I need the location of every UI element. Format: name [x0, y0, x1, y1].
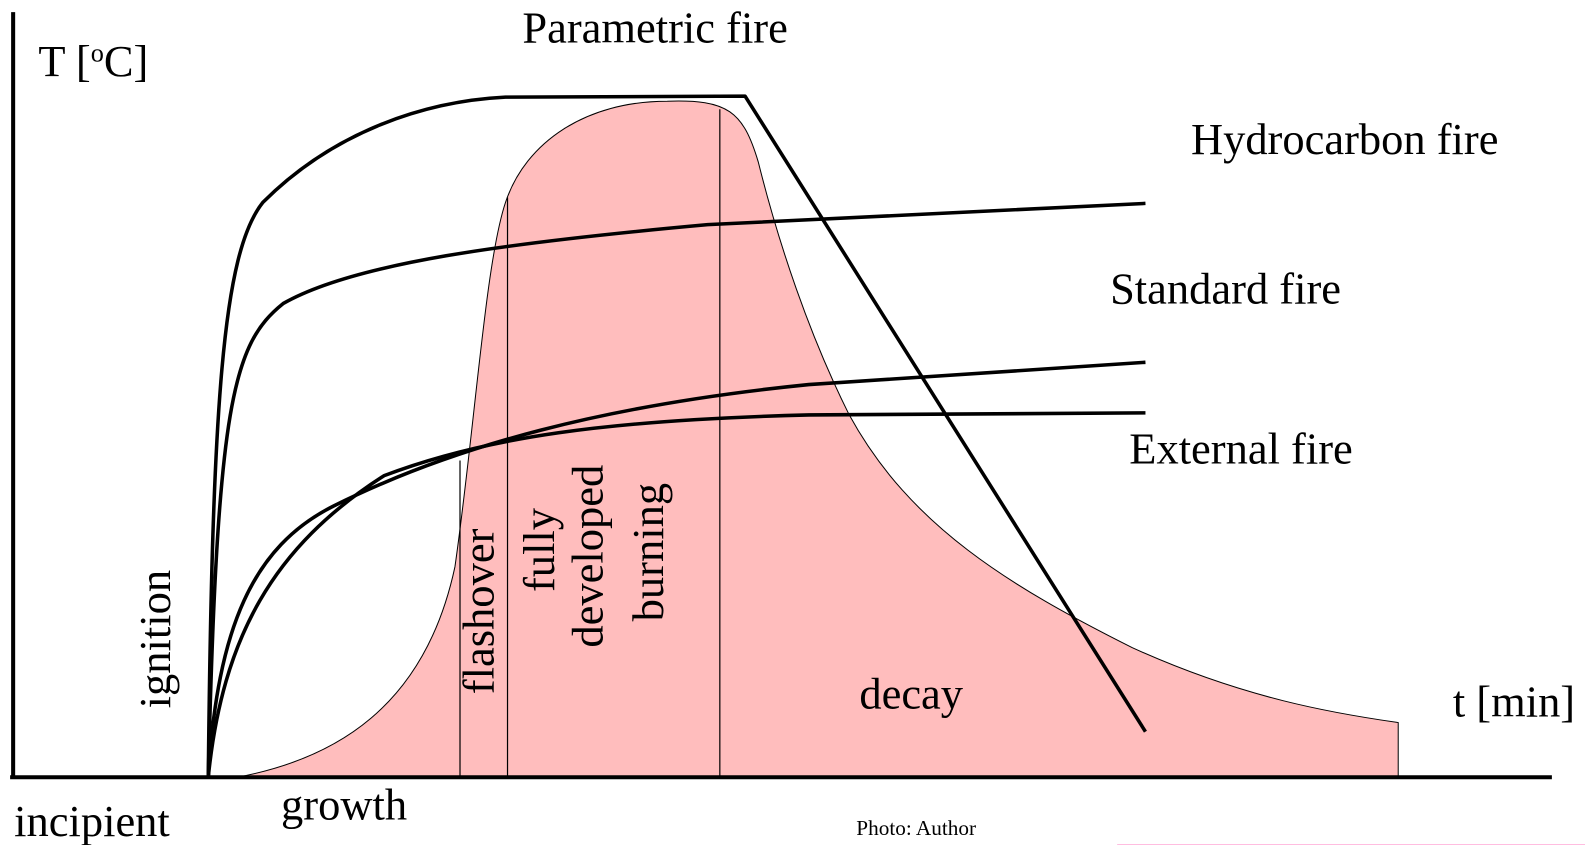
- curve-label: Hydrocarbon fire: [1191, 114, 1499, 164]
- credit: Photo: Author: [856, 816, 976, 840]
- title: Parametric fire: [522, 2, 787, 52]
- y-axis-label: T [oC]: [38, 36, 148, 86]
- phase-label: decay: [859, 668, 963, 718]
- external-curve: [206, 411, 1146, 778]
- x-axis-label: t [min]: [1453, 676, 1575, 726]
- y-label-superscript: o: [91, 39, 104, 68]
- phase-label: flashover: [453, 528, 503, 694]
- phase-label: ignition: [130, 570, 180, 709]
- phase-label: incipient: [14, 796, 170, 845]
- phase-label: growth: [281, 780, 407, 830]
- curve-label: Standard fire: [1110, 264, 1341, 314]
- parametric-curve: [206, 94, 1147, 778]
- fire-development-area: [237, 100, 1399, 778]
- y-label-part: C]: [104, 36, 148, 86]
- phase-label: burning: [623, 483, 673, 622]
- phase-label: fully: [514, 507, 564, 592]
- drawing: Parametric fire T [oC] t [min] Hydrocarb…: [10, 2, 1585, 845]
- hydrocarbon-curve: [206, 201, 1146, 778]
- curve-label: External fire: [1129, 423, 1352, 473]
- y-label-part: T [: [38, 36, 90, 86]
- phase-label: developed: [563, 465, 613, 648]
